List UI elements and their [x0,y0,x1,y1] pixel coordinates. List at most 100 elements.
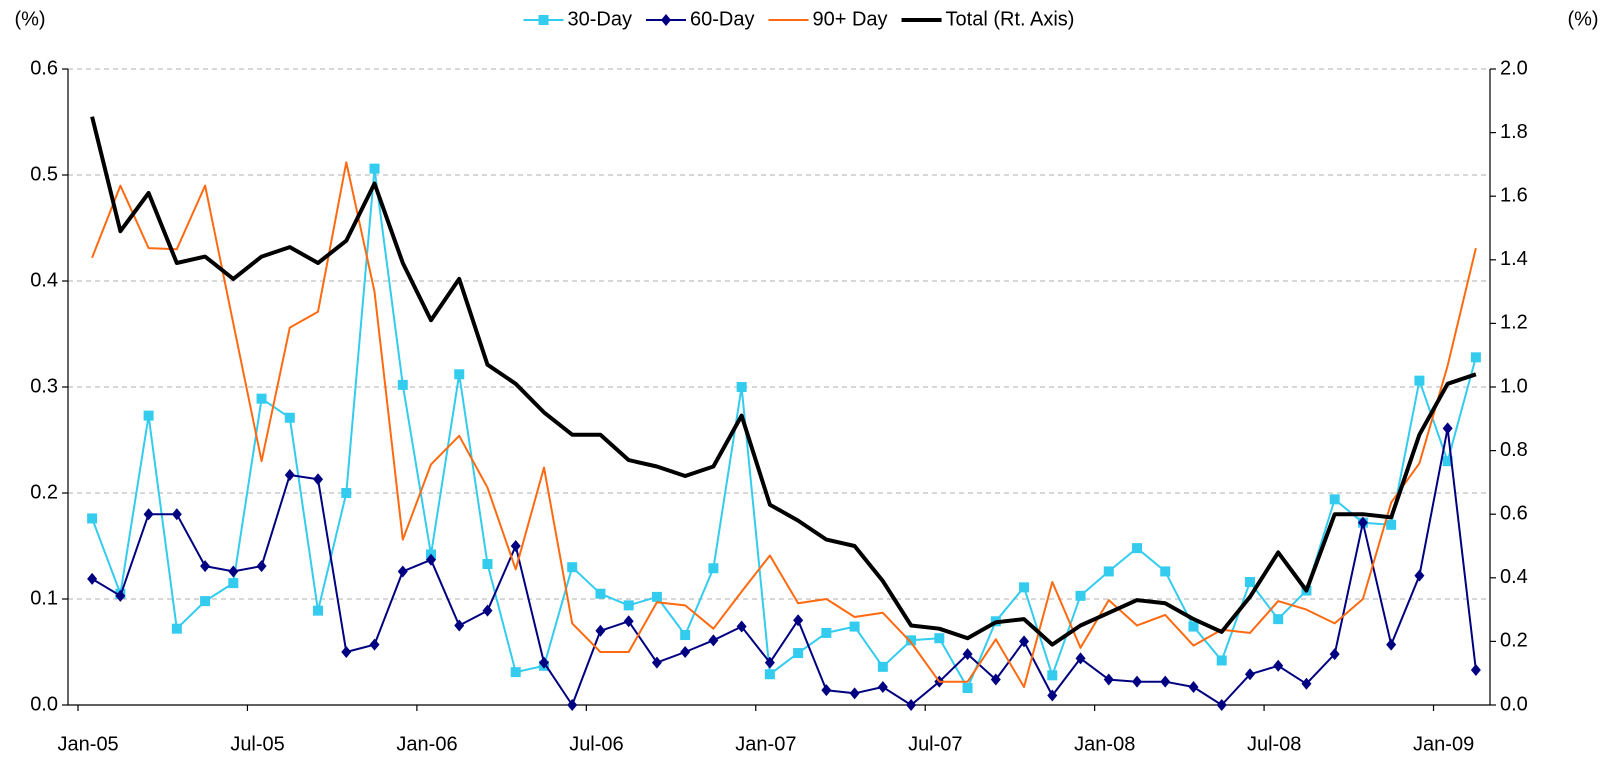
point [341,488,352,498]
y2-tick-label: 1.2 [1500,312,1528,334]
series-line [91,427,1477,706]
point [708,634,719,647]
point [764,669,775,680]
point [1160,566,1171,577]
legend-marker [538,15,549,25]
point [962,648,973,661]
point [143,508,154,521]
point [1188,680,1199,693]
point [1188,621,1199,632]
point [200,596,211,607]
x-tick-label: Jan-07 [735,733,796,755]
y2-tick-label: 0.8 [1500,439,1528,461]
point [510,667,521,678]
legend-item: 60-Day [646,8,754,30]
point [1103,566,1114,577]
point [623,600,634,611]
y-tick-label: 0.4 [30,269,58,291]
point [962,683,973,694]
point [1273,614,1284,625]
point [1470,352,1481,363]
y2-tick-label: 2.0 [1500,57,1528,79]
legend-label: 60-Day [690,8,754,30]
y-tick-label: 0.2 [30,481,58,503]
point [708,563,719,574]
point [793,648,804,659]
x-tick-label: Jul-06 [569,733,623,755]
y-unit-right: (%) [1567,8,1598,30]
y-tick-label: 0.1 [30,587,58,609]
x-tick-label: Jan-05 [58,733,119,755]
point [1075,652,1086,665]
point [1442,422,1453,435]
point [1357,516,1368,529]
point [228,565,239,578]
point [538,656,549,669]
y-tick-label: 0.3 [30,375,58,397]
point [482,604,493,617]
legend: 30-Day 60-Day 90+ Day Total (Rt. Axis) [523,8,1075,30]
point [1103,673,1114,686]
point [1329,648,1340,661]
point [821,627,832,638]
point [821,684,832,697]
point [849,687,860,700]
point [651,591,662,602]
point [454,369,465,380]
point [1470,664,1481,677]
y-tick-label: 0.5 [30,163,58,185]
x-tick-label: Jan-06 [396,733,457,755]
point [1047,670,1058,681]
point [313,473,324,486]
point [115,589,126,602]
point [567,699,578,711]
point [906,699,917,711]
point [1414,375,1425,386]
point [849,621,860,632]
legend-item: Total (Rt. Axis) [901,8,1075,30]
point [313,605,324,616]
legend-item: 90+ Day [768,8,888,30]
point [1386,638,1397,651]
point [397,565,408,578]
legend-label: Total (Rt. Axis) [946,8,1075,30]
point [906,635,917,646]
point [482,559,493,570]
point [200,560,211,573]
point [934,633,945,644]
legend-label: 90+ Day [812,8,887,30]
point [426,553,436,566]
point [87,513,98,524]
point [680,630,691,641]
y-tick-label: 0.0 [30,693,58,715]
point [1132,543,1142,554]
point [510,540,521,552]
point [256,393,267,404]
point [1216,699,1227,711]
y2-tick-label: 1.4 [1500,248,1528,270]
point [284,412,295,423]
x-tick-label: Jul-07 [908,733,962,755]
x-tick-label: Jan-08 [1074,733,1135,755]
point [877,661,888,672]
x-tick-label: Jul-08 [1247,733,1301,755]
y2-tick-label: 1.0 [1500,375,1528,397]
point [1273,659,1284,672]
point [171,508,182,521]
point [1019,582,1030,593]
point [623,615,634,628]
point [284,468,295,481]
point [651,656,662,669]
point [228,578,239,589]
point [369,638,380,651]
point [1301,677,1312,690]
point [1216,655,1227,666]
point [256,560,267,573]
point [595,588,606,599]
point [1132,675,1142,688]
point [1442,456,1453,467]
point [1386,519,1397,530]
y-tick-label: 0.6 [30,57,58,79]
point [1329,494,1340,505]
